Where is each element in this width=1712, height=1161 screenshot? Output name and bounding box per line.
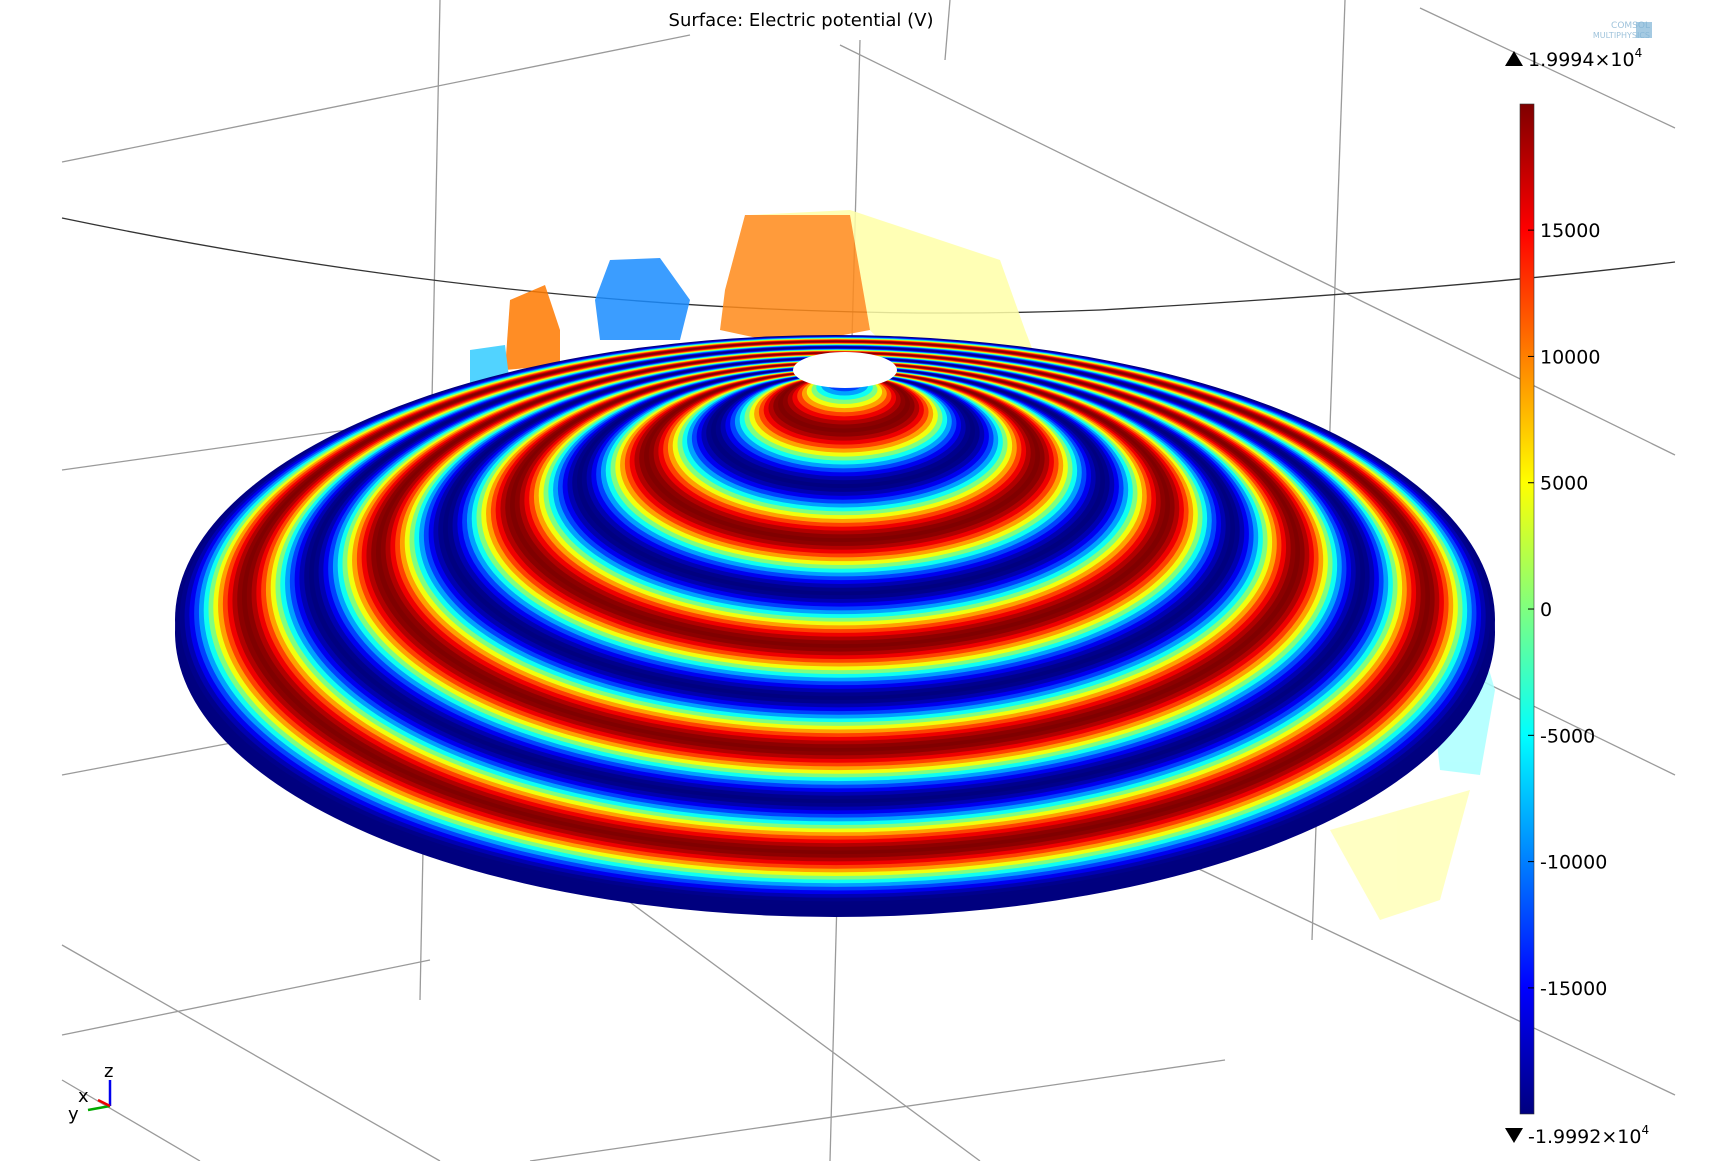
axis-label-z: z	[104, 1061, 113, 1082]
axes-triad: z x y	[68, 1061, 113, 1125]
page: Surface: Electric potential (V) COMSOL M…	[0, 0, 1712, 1161]
plot-window: Surface: Electric potential (V) COMSOL M…	[0, 0, 1712, 1161]
colorbar-tick-label: -5000	[1540, 725, 1595, 747]
colorbar-min-label: -1.9992×104	[1528, 1123, 1649, 1148]
colorbar-tick-label: -15000	[1540, 978, 1607, 1000]
field-blob	[720, 215, 870, 345]
colorbar-tick-label: 15000	[1540, 220, 1600, 242]
colorbar-tick-label: -10000	[1540, 852, 1607, 874]
colorbar: 1.9994×104 -1.9992×104 150001000050000-5…	[1505, 46, 1649, 1148]
colorbar-tick-label: 5000	[1540, 473, 1588, 495]
max-marker	[1505, 51, 1523, 66]
colorbar-max-label: 1.9994×104	[1528, 46, 1642, 71]
axis-label-y: y	[68, 1104, 79, 1125]
logo-icon	[1636, 22, 1652, 38]
colorbar-tick-label: 0	[1540, 599, 1552, 621]
min-mantissa: -1.9992×10	[1528, 1126, 1641, 1148]
min-exponent: 4	[1641, 1123, 1649, 1137]
axis-label-x: x	[78, 1086, 89, 1107]
dish-surface	[175, 335, 1495, 917]
field-blob	[505, 285, 560, 370]
plot-title: Surface: Electric potential (V)	[669, 10, 934, 31]
dish-hole	[793, 352, 897, 388]
max-mantissa: 1.9994×10	[1528, 49, 1635, 71]
colorbar-tick-label: 10000	[1540, 346, 1600, 368]
field-blob	[595, 258, 690, 340]
min-marker	[1505, 1128, 1523, 1143]
max-exponent: 4	[1635, 46, 1643, 60]
